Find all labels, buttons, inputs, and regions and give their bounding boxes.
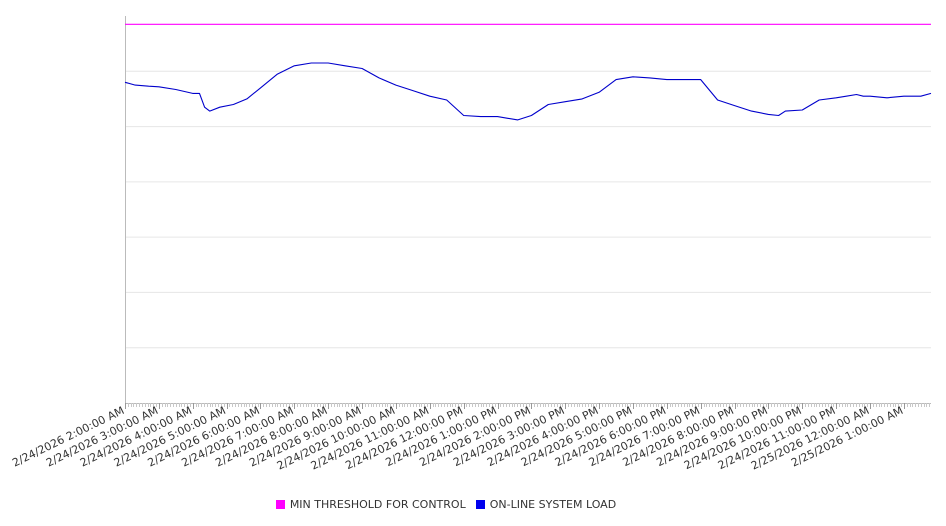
legend-label: MIN THRESHOLD FOR CONTROL [289,498,466,511]
legend-item-system-load: ON-LINE SYSTEM LOAD [475,498,617,511]
legend-item-min-threshold: MIN THRESHOLD FOR CONTROL [275,498,466,511]
legend-label: ON-LINE SYSTEM LOAD [489,498,617,511]
legend: MIN THRESHOLD FOR CONTROL ON-LINE SYSTEM… [0,498,892,511]
legend-swatch-blue [475,500,485,509]
series-line-system-load [124,62,932,121]
legend-swatch-magenta [275,500,285,509]
